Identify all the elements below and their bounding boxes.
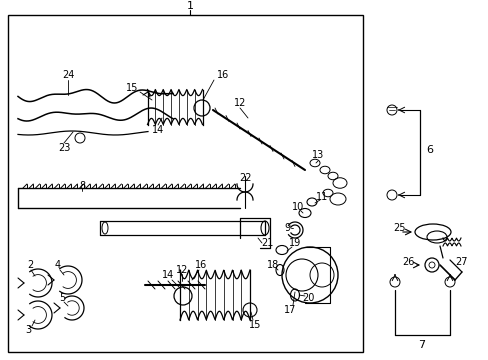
Text: 12: 12 bbox=[176, 265, 188, 275]
Text: 3: 3 bbox=[25, 325, 31, 335]
Text: 20: 20 bbox=[301, 293, 314, 303]
Text: 14: 14 bbox=[152, 125, 164, 135]
Text: 22: 22 bbox=[238, 173, 251, 183]
Text: 25: 25 bbox=[393, 223, 406, 233]
Text: 18: 18 bbox=[266, 260, 279, 270]
Text: 8: 8 bbox=[79, 181, 85, 191]
Text: 4: 4 bbox=[55, 260, 61, 270]
Text: 16: 16 bbox=[217, 70, 229, 80]
Text: 15: 15 bbox=[125, 83, 138, 93]
Text: 5: 5 bbox=[59, 293, 65, 303]
Text: 2: 2 bbox=[27, 260, 33, 270]
Text: 12: 12 bbox=[233, 98, 245, 108]
Text: 14: 14 bbox=[162, 270, 174, 280]
Text: 16: 16 bbox=[195, 260, 207, 270]
Text: 7: 7 bbox=[418, 340, 425, 350]
Text: 17: 17 bbox=[283, 305, 296, 315]
Bar bbox=[8, 15, 362, 352]
Text: 1: 1 bbox=[186, 1, 193, 11]
Text: 10: 10 bbox=[291, 202, 304, 212]
Text: 21: 21 bbox=[260, 238, 273, 248]
Text: 11: 11 bbox=[315, 192, 327, 202]
Text: 23: 23 bbox=[58, 143, 70, 153]
Text: 9: 9 bbox=[284, 223, 289, 233]
Text: 27: 27 bbox=[455, 257, 468, 267]
Text: 26: 26 bbox=[401, 257, 413, 267]
Text: 15: 15 bbox=[248, 320, 261, 330]
Text: 13: 13 bbox=[311, 150, 324, 160]
Text: 19: 19 bbox=[288, 238, 301, 248]
Text: 6: 6 bbox=[426, 145, 433, 155]
Text: 24: 24 bbox=[61, 70, 74, 80]
